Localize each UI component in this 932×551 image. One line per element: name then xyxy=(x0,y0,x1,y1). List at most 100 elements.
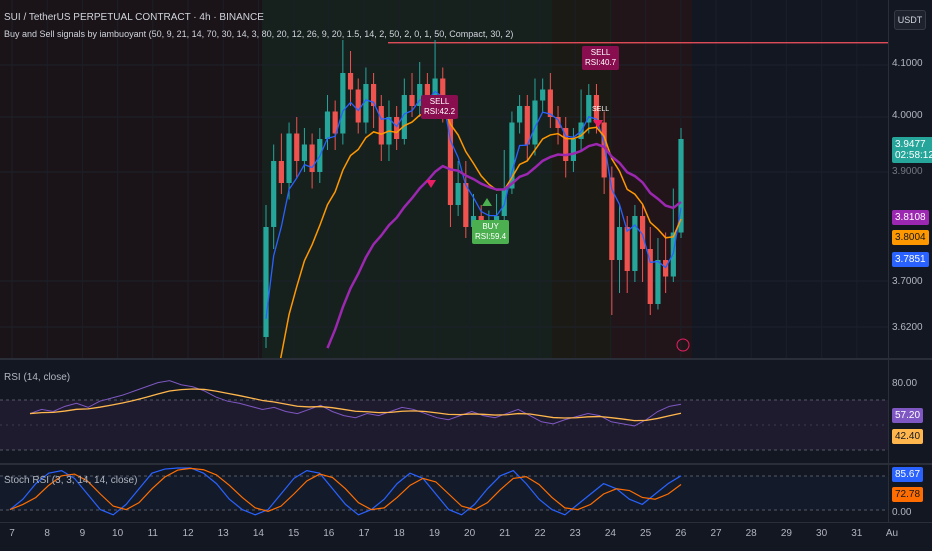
time-tick: 29 xyxy=(780,528,792,539)
pane-separator[interactable] xyxy=(0,463,932,465)
candle-body xyxy=(609,177,615,260)
time-tick: 11 xyxy=(147,528,158,539)
candle-body xyxy=(455,183,461,205)
time-tick: 30 xyxy=(816,528,828,539)
rsi-value-badge: 57.20 xyxy=(892,408,924,423)
ema-mid-value-badge: 3.8004 xyxy=(892,230,929,245)
time-tick: 21 xyxy=(499,528,511,539)
stoch-zero-tick: 0.00 xyxy=(892,507,912,518)
rsi-title[interactable]: RSI (14, close) xyxy=(4,372,71,383)
candle-body xyxy=(432,78,438,101)
sell-arrow-icon xyxy=(593,120,603,128)
candle-body xyxy=(570,139,577,161)
candle-body xyxy=(493,216,500,222)
candle-body xyxy=(639,216,646,249)
candle-body xyxy=(370,84,377,106)
stoch-rsi-title[interactable]: Stoch RSI (3, 3, 14, 14, close) xyxy=(4,475,138,486)
pane-separator[interactable] xyxy=(0,358,932,360)
candle-body xyxy=(294,133,300,161)
bar-countdown: 02:58:12 xyxy=(895,150,932,161)
candle-body xyxy=(586,95,592,123)
price-axis[interactable] xyxy=(888,0,932,522)
candle-body xyxy=(447,106,454,205)
candle-body xyxy=(624,227,630,271)
signal-type: SELL xyxy=(590,48,611,57)
candle-body xyxy=(378,106,384,145)
price-tick: 3.6200 xyxy=(892,322,923,333)
price-chart-canvas[interactable] xyxy=(0,0,888,358)
candle-body xyxy=(355,89,361,123)
candle-body xyxy=(271,161,277,227)
signal-type: BUY xyxy=(482,222,499,231)
stoch-rsi-chart-canvas[interactable] xyxy=(0,465,888,522)
signal-rsi: RSI:42.2 xyxy=(424,107,456,116)
time-tick: 10 xyxy=(112,528,124,539)
candle-body xyxy=(616,227,623,260)
price-tick: 3.9000 xyxy=(892,166,923,177)
time-tick: 27 xyxy=(710,528,722,539)
sell-signal-label: SELL RSI:40.7 xyxy=(582,46,620,70)
rsi-ma-line xyxy=(29,388,682,422)
time-tick: 8 xyxy=(44,528,50,539)
candle-body xyxy=(563,128,569,161)
last-price-badge: 3.9477 02:58:12 xyxy=(892,137,932,163)
time-tick: 24 xyxy=(604,528,616,539)
candle-body xyxy=(524,106,530,145)
candle-body xyxy=(440,78,446,106)
ema-mid-line xyxy=(279,105,682,358)
candle-body xyxy=(301,144,308,161)
candle-body xyxy=(401,95,407,139)
rsi-level-tick: 80.00 xyxy=(892,378,918,389)
candle-body xyxy=(655,260,661,304)
time-tick: 16 xyxy=(323,528,335,539)
candle-body xyxy=(463,183,469,227)
price-tick: 4.1000 xyxy=(892,58,923,69)
currency-button[interactable]: USDT xyxy=(894,10,926,30)
time-tick: 9 xyxy=(79,528,86,539)
time-tick: 26 xyxy=(675,528,687,539)
candle-body xyxy=(417,84,423,106)
indicator-title[interactable]: Buy and Sell signals by iambuoyant (50, … xyxy=(4,29,514,39)
stoch-k-value-badge: 85.67 xyxy=(892,467,924,482)
candle-body xyxy=(340,73,346,134)
time-tick: 22 xyxy=(534,528,546,539)
candle-body xyxy=(632,216,638,271)
symbol-title[interactable]: SUI / TetherUS PERPETUAL CONTRACT · 4h ·… xyxy=(4,12,264,23)
candle-body xyxy=(278,161,284,183)
candle-body xyxy=(309,144,315,172)
candle-body xyxy=(394,117,400,139)
stoch-rsi-pane[interactable] xyxy=(0,465,888,522)
buy-arrow-icon xyxy=(482,198,492,206)
time-axis[interactable] xyxy=(0,522,932,551)
time-tick: 23 xyxy=(569,528,581,539)
buy-signal-label: BUY RSI:59.4 xyxy=(472,220,510,244)
last-price: 3.9477 xyxy=(895,139,926,150)
time-tick: 25 xyxy=(640,528,652,539)
rsi-ma-value-badge: 42.40 xyxy=(892,429,924,444)
candle-body xyxy=(678,139,684,233)
ema-fast-line xyxy=(265,90,682,319)
time-tick: 31 xyxy=(851,528,863,539)
time-tick: 15 xyxy=(288,528,300,539)
alert-bolt-icon xyxy=(676,338,690,352)
time-tick: 17 xyxy=(358,528,370,539)
candle-body xyxy=(324,111,331,139)
price-tick: 4.0000 xyxy=(892,110,923,121)
candle-body xyxy=(509,122,515,189)
rsi-pane[interactable] xyxy=(0,360,888,463)
ema-slow-value-badge: 3.8108 xyxy=(892,210,929,225)
signal-rsi: RSI:40.7 xyxy=(585,58,617,67)
time-tick: 14 xyxy=(252,528,264,539)
candle-body xyxy=(593,95,600,123)
ema-fast-value-badge: 3.7851 xyxy=(892,252,929,267)
candle-body xyxy=(517,106,523,123)
bg-zone xyxy=(0,0,262,358)
candle-body xyxy=(540,89,546,101)
time-tick: 19 xyxy=(428,528,440,539)
time-tick: 20 xyxy=(464,528,476,539)
rsi-chart-canvas[interactable] xyxy=(0,360,888,463)
time-tick: 12 xyxy=(182,528,194,539)
candle-body xyxy=(347,73,354,90)
price-pane[interactable] xyxy=(0,0,888,358)
